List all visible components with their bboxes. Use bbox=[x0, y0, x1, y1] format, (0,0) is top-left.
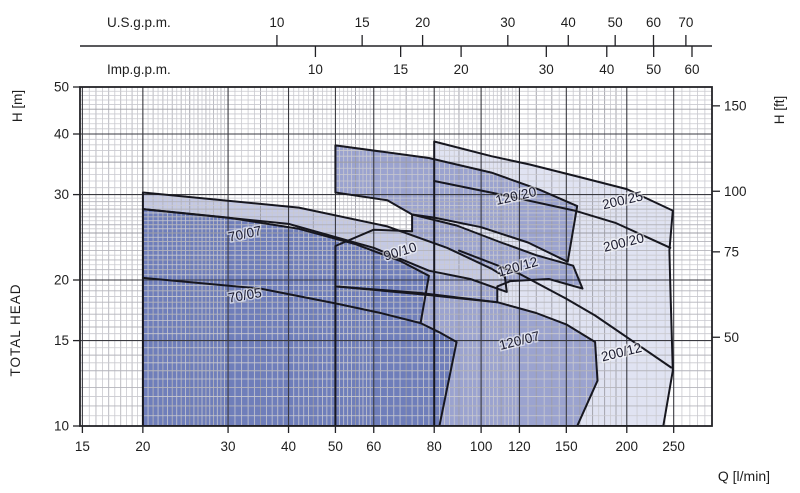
plot-border bbox=[79, 86, 713, 427]
imp-tick-label: 60 bbox=[684, 62, 699, 77]
imp-tick-label: 40 bbox=[599, 62, 614, 77]
right-axis-unit-label: H [ft] bbox=[772, 96, 787, 125]
x-tick-label: 40 bbox=[281, 439, 296, 454]
imp-tick-label: 10 bbox=[308, 62, 323, 77]
us-tick-label: 70 bbox=[678, 15, 693, 30]
grid bbox=[80, 87, 712, 426]
x-tick-label: 100 bbox=[470, 439, 493, 454]
x-tick-label: 200 bbox=[616, 439, 639, 454]
y-axis-title: TOTAL HEAD bbox=[8, 283, 23, 376]
x-tick-label: 20 bbox=[135, 439, 150, 454]
us-tick-label: 15 bbox=[355, 15, 370, 30]
y-tick-label: 30 bbox=[54, 187, 69, 202]
x-tick-label: 15 bbox=[75, 439, 90, 454]
x-tick-label: 50 bbox=[328, 439, 343, 454]
y-tick-label: 20 bbox=[54, 273, 69, 288]
y-axis-unit-label: H [m] bbox=[10, 90, 25, 122]
right-tick-label: 150 bbox=[724, 98, 747, 113]
region-200-family-divider-1 bbox=[458, 249, 673, 369]
region-outlines bbox=[141, 140, 674, 426]
imp-tick-label: 20 bbox=[454, 62, 469, 77]
top-scales: U.S.g.p.m. Imp.g.p.m. 10 15 20 30 40 50 60 70 10 15… bbox=[80, 15, 712, 77]
region-200-family-outline bbox=[433, 140, 674, 426]
us-tick-label: 50 bbox=[608, 15, 623, 30]
x-axis-bottom: 15 20 30 40 50 60 80 100 120 150 200 250 Q [l/min] bbox=[75, 426, 770, 484]
x-tick-label: 150 bbox=[555, 439, 578, 454]
x-tick-label: 30 bbox=[221, 439, 236, 454]
right-tick-label: 50 bbox=[724, 330, 739, 345]
us-gpm-label: U.S.g.p.m. bbox=[107, 15, 171, 30]
region-90-10-outline bbox=[141, 191, 508, 293]
x-tick-label: 120 bbox=[508, 439, 531, 454]
x-axis-title: Q [l/min] bbox=[718, 468, 770, 484]
right-tick-label: 100 bbox=[724, 184, 747, 199]
y-tick-label: 50 bbox=[54, 80, 69, 95]
us-tick-label: 60 bbox=[646, 15, 661, 30]
region-120-07-outline bbox=[334, 285, 599, 426]
x-tick-label: 80 bbox=[427, 439, 442, 454]
region-70-family-outline bbox=[141, 208, 458, 426]
us-tick-label: 20 bbox=[415, 15, 430, 30]
imp-tick-label: 50 bbox=[646, 62, 661, 77]
imp-tick-label: 30 bbox=[539, 62, 554, 77]
region-120-12-outline bbox=[334, 213, 584, 304]
region-200-family-divider-0 bbox=[433, 180, 672, 249]
region-120-20-outline bbox=[334, 144, 579, 263]
imp-tick-label: 15 bbox=[393, 62, 408, 77]
region-70-family-divider-0 bbox=[141, 276, 422, 325]
imp-gpm-label: Imp.g.p.m. bbox=[107, 62, 171, 77]
y-axis-right: 50 75 100 150 H [ft] bbox=[712, 96, 787, 345]
right-tick-label: 75 bbox=[724, 244, 739, 259]
y-tick-label: 10 bbox=[54, 419, 69, 434]
x-tick-label: 60 bbox=[366, 439, 381, 454]
us-tick-label: 40 bbox=[561, 15, 576, 30]
y-axis-left: 10 15 20 30 40 50 H [m] TOTAL HEAD bbox=[8, 80, 80, 434]
us-tick-label: 10 bbox=[269, 15, 284, 30]
y-tick-label: 40 bbox=[54, 127, 69, 142]
x-tick-label: 250 bbox=[662, 439, 685, 454]
us-tick-label: 30 bbox=[500, 15, 515, 30]
y-tick-label: 15 bbox=[54, 333, 69, 348]
